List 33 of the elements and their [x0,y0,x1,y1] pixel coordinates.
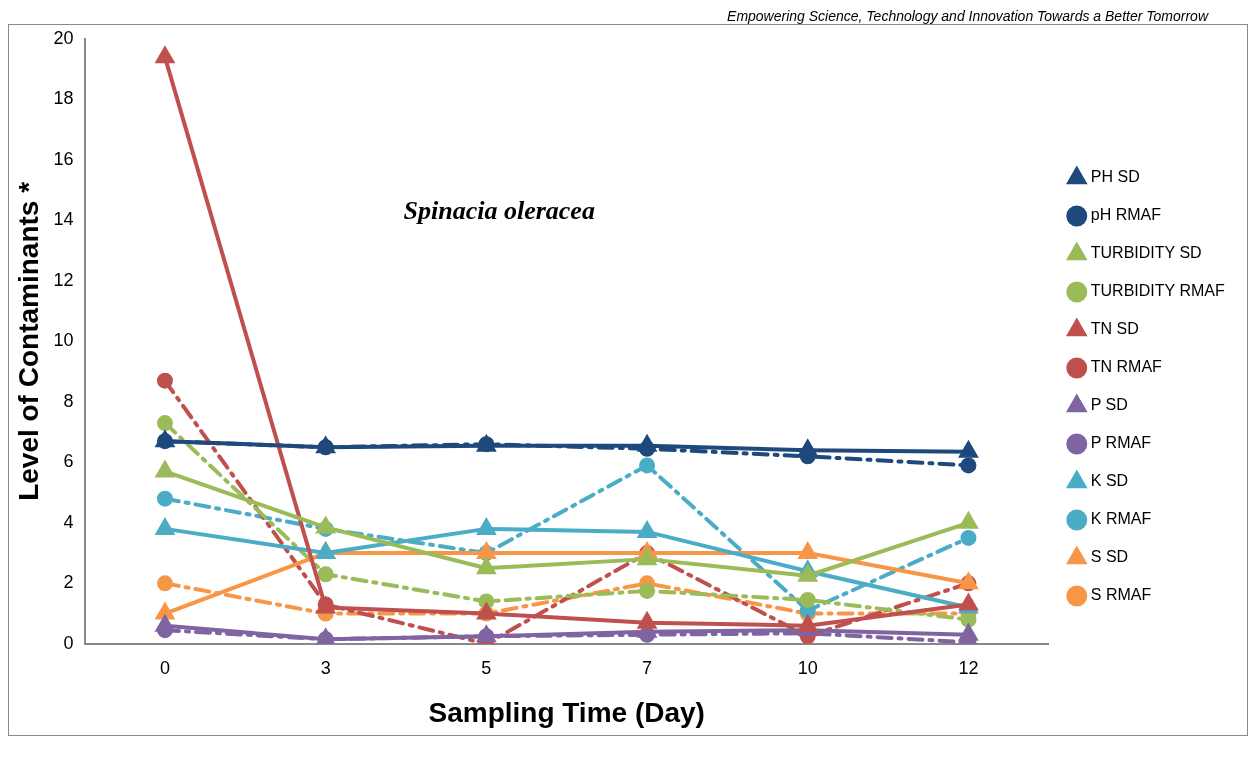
legend-label: pH RMAF [1090,206,1162,224]
x-tick-label: 3 [320,657,331,678]
legend-label: TURBIDITY SD [1090,244,1202,262]
y-tick-label: 20 [53,27,74,48]
legend-label: K RMAF [1090,510,1152,528]
legend-label: TURBIDITY RMAF [1090,282,1225,300]
legend-label: PH SD [1090,168,1140,186]
y-tick-label: 6 [63,451,74,472]
legend-label: TN SD [1090,320,1139,338]
y-axis-title: Level of Contaminants * [12,181,44,501]
x-tick-label: 7 [642,657,653,678]
y-tick-label: 2 [63,572,74,593]
x-tick-label: 5 [481,657,492,678]
y-tick-label: 4 [63,511,74,532]
y-tick-label: 12 [53,269,74,290]
x-tick-label: 10 [797,657,818,678]
x-tick-label: 12 [958,657,979,678]
legend-label: TN RMAF [1090,358,1163,376]
y-tick-label: 0 [63,632,74,653]
x-axis-title: Sampling Time (Day) [428,696,705,728]
text: Spinacia oleracea [403,196,595,225]
text: Empowering Science, Technology and Innovation Towards a Better Tomorrow [726,8,1210,24]
legend-label: K SD [1090,472,1129,490]
legend-label: S RMAF [1090,586,1152,604]
legend-label: P RMAF [1090,434,1152,452]
y-tick-label: 18 [53,88,74,109]
legend-label: P SD [1090,396,1128,414]
y-tick-label: 14 [53,209,74,230]
y-tick-label: 16 [53,148,74,169]
y-tick-label: 8 [63,390,74,411]
x-tick-label: 0 [159,657,170,678]
legend-label: S SD [1090,548,1129,566]
y-tick-label: 10 [53,330,74,351]
